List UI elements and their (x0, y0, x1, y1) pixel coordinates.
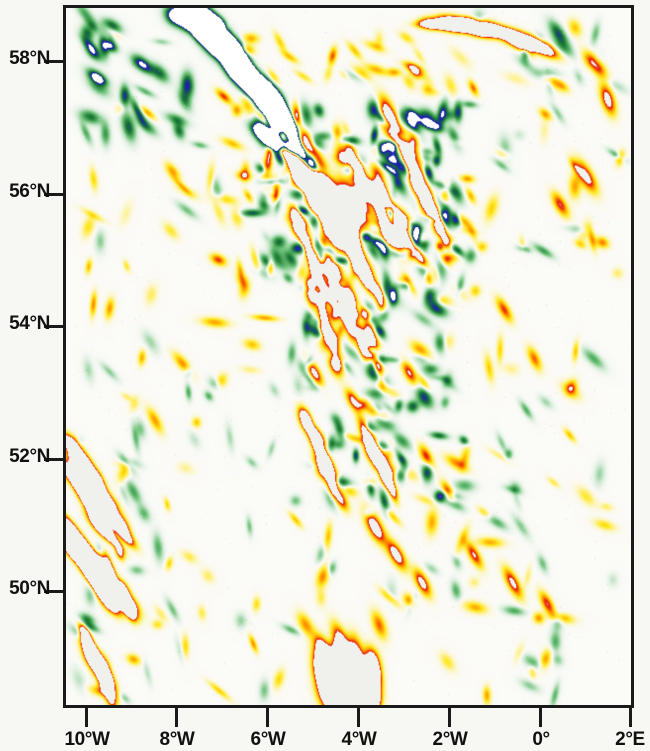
ytick-label-54n: 54°N (9, 313, 50, 334)
map-plot-area[interactable] (63, 5, 634, 708)
xtick-label-0: 0° (532, 729, 550, 750)
xtick-mark-6w (266, 708, 269, 727)
xtick-label-10w: 10°W (64, 729, 110, 750)
xtick-label-2w: 2°W (432, 729, 468, 750)
xtick-label-8w: 8°W (159, 729, 195, 750)
ytick-label-58n: 58°N (9, 48, 50, 69)
xtick-mark-4w (357, 708, 360, 727)
xtick-mark-2e (629, 708, 632, 727)
ytick-label-56n: 56°N (9, 181, 50, 202)
anomaly-field-raster (66, 8, 631, 705)
xtick-mark-2w (448, 708, 451, 727)
xtick-label-4w: 4°W (341, 729, 377, 750)
xtick-label-2e: 2°E (615, 729, 645, 750)
ytick-mark-56n (44, 193, 63, 196)
ytick-mark-50n (44, 590, 63, 593)
ytick-label-52n: 52°N (9, 446, 50, 467)
xtick-mark-10w (85, 708, 88, 727)
xtick-mark-0 (539, 708, 542, 727)
ytick-mark-58n (44, 60, 63, 63)
ytick-mark-54n (44, 325, 63, 328)
ytick-mark-52n (44, 458, 63, 461)
xtick-mark-8w (175, 708, 178, 727)
xtick-label-6w: 6°W (250, 729, 286, 750)
ytick-label-50n: 50°N (9, 578, 50, 599)
